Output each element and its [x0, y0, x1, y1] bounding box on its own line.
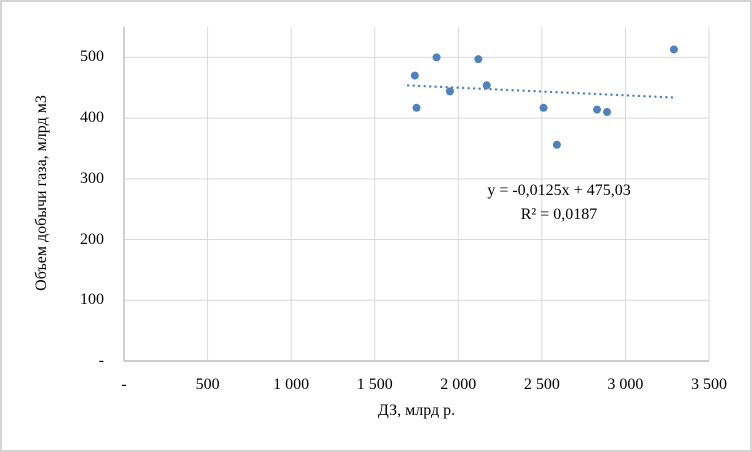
y-tick-label: 400 [80, 109, 104, 127]
data-point [552, 140, 561, 149]
x-tick-label: 3 500 [691, 376, 727, 393]
trendline-equation-text: y = -0,0125x + 475,03 [487, 182, 631, 199]
data-point [445, 87, 454, 96]
x-axis-title: ДЗ, млрд р. [377, 402, 456, 419]
data-point [603, 108, 612, 117]
plot-area [123, 27, 710, 362]
x-tick-label: - [121, 376, 127, 393]
data-point [474, 55, 483, 64]
data-point [593, 105, 602, 114]
y-tick-label: 100 [80, 291, 104, 309]
y-tick-label: - [98, 352, 104, 369]
y-tick-label: 300 [80, 169, 104, 187]
r-squared-text: R² = 0,0187 [520, 206, 598, 223]
data-point [539, 103, 548, 112]
y-tick-label: 200 [80, 230, 104, 248]
x-tick-label: 3 000 [607, 376, 644, 393]
x-tick-label: 2 000 [440, 376, 477, 393]
trendline [406, 84, 674, 99]
data-point [669, 45, 678, 54]
y-tick-label: 500 [80, 48, 104, 66]
trendline-annotation: y = -0,0125x + 475,03 R² = 0,0187 [409, 179, 709, 227]
x-tick-label: 1 000 [273, 376, 310, 393]
data-point [412, 103, 421, 112]
data-point [432, 53, 441, 62]
x-tick-label: 2 500 [523, 376, 560, 393]
data-point [410, 71, 419, 80]
data-point [482, 81, 491, 90]
x-tick-label: 1 500 [356, 376, 393, 393]
x-tick-label: 500 [195, 376, 220, 393]
